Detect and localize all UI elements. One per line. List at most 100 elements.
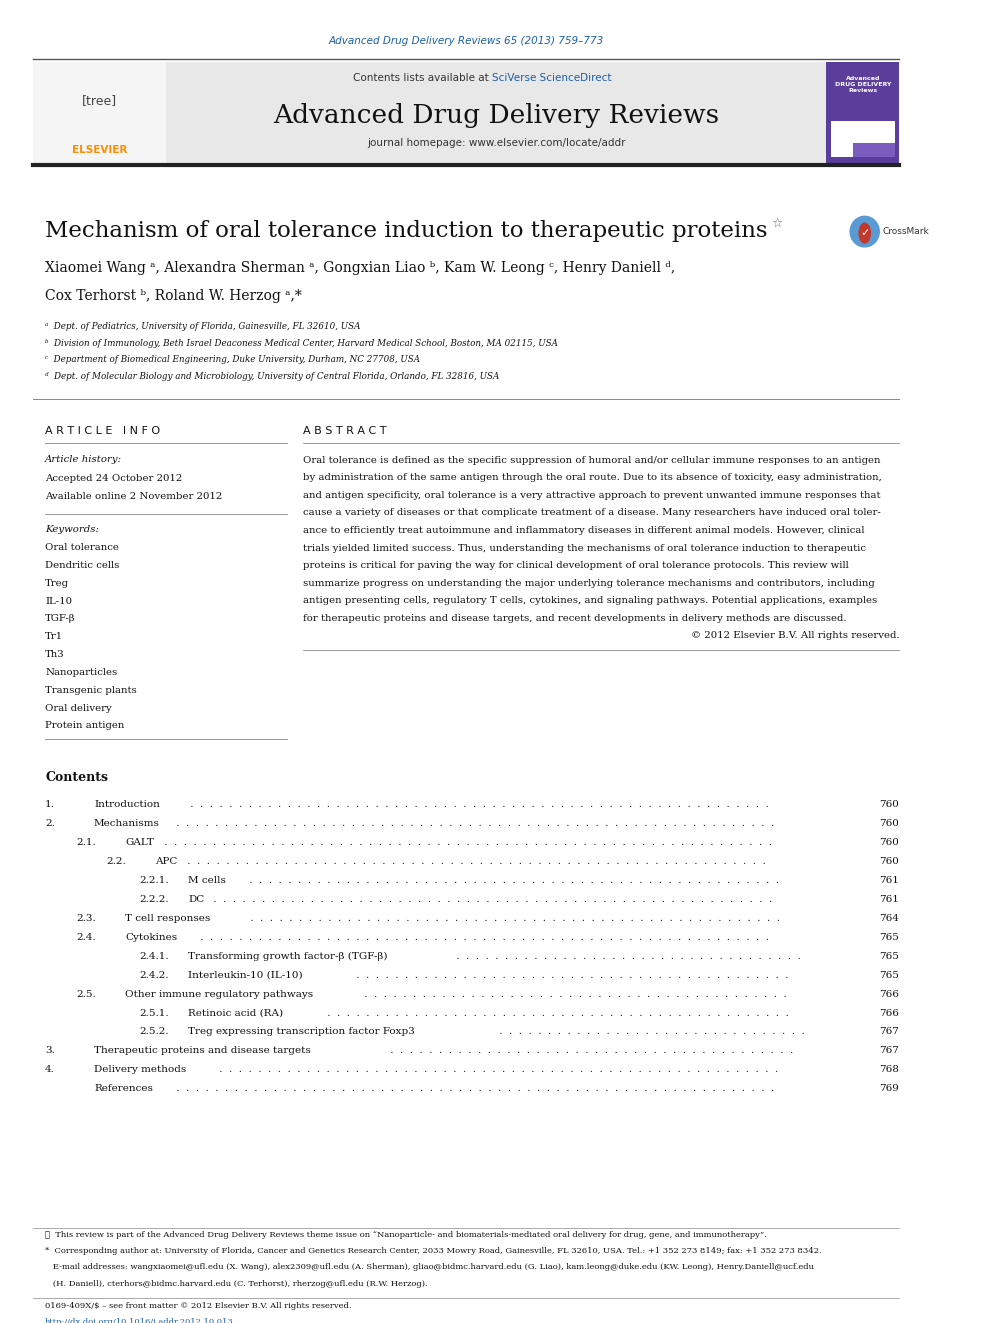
Text: Treg: Treg: [45, 578, 69, 587]
Text: 766: 766: [880, 1008, 900, 1017]
Text: Transforming growth factor-β (TGF-β): Transforming growth factor-β (TGF-β): [187, 951, 388, 960]
Text: 2.4.: 2.4.: [76, 933, 96, 942]
Text: 3.: 3.: [45, 1046, 55, 1056]
Text: Accepted 24 October 2012: Accepted 24 October 2012: [45, 474, 183, 483]
FancyBboxPatch shape: [826, 62, 900, 163]
Text: .  .  .  .  .  .  .  .  .  .  .  .  .  .  .  .  .  .  .  .  .  .  .  .  .  .  . : . . . . . . . . . . . . . . . . . . . . …: [187, 800, 772, 810]
Text: Oral tolerance: Oral tolerance: [45, 544, 119, 552]
Text: Mechanism of oral tolerance induction to therapeutic proteins: Mechanism of oral tolerance induction to…: [45, 220, 768, 242]
Text: .  .  .  .  .  .  .  .  .  .  .  .  .  .  .  .  .  .  .  .  .  .  .  .  .  .  . : . . . . . . . . . . . . . . . . . . . . …: [324, 1008, 792, 1017]
Text: by administration of the same antigen through the oral route. Due to its absence: by administration of the same antigen th…: [303, 474, 882, 483]
Text: trials yielded limited success. Thus, understanding the mechanisms of oral toler: trials yielded limited success. Thus, un…: [303, 544, 866, 553]
Text: .  .  .  .  .  .  .  .  .  .  .  .  .  .  .  .  .  .  .  .  .  .  .  .  .  .  . : . . . . . . . . . . . . . . . . . . . . …: [245, 876, 782, 885]
Text: © 2012 Elsevier B.V. All rights reserved.: © 2012 Elsevier B.V. All rights reserved…: [690, 631, 900, 640]
Text: 764: 764: [880, 914, 900, 923]
Text: Cytokines: Cytokines: [125, 933, 178, 942]
Text: ✓: ✓: [860, 228, 869, 238]
Text: 2.2.: 2.2.: [106, 857, 126, 867]
Text: SciVerse ScienceDirect: SciVerse ScienceDirect: [492, 73, 611, 83]
Text: .  .  .  .  .  .  .  .  .  .  .  .  .  .  .  .  .  .  .  .  .  .  .  .  .  .  . : . . . . . . . . . . . . . . . . . . . . …: [496, 1028, 807, 1036]
Text: Mechanisms: Mechanisms: [94, 819, 160, 828]
Text: 760: 760: [880, 819, 900, 828]
Text: APC: APC: [155, 857, 178, 867]
Text: 760: 760: [880, 800, 900, 810]
Text: Nanoparticles: Nanoparticles: [45, 668, 117, 677]
Text: A B S T R A C T: A B S T R A C T: [303, 426, 386, 435]
Text: 760: 760: [880, 839, 900, 847]
Text: ance to efficiently treat autoimmune and inflammatory diseases in different anim: ance to efficiently treat autoimmune and…: [303, 527, 864, 534]
Text: Advanced Drug Delivery Reviews 65 (2013) 759–773: Advanced Drug Delivery Reviews 65 (2013)…: [328, 37, 604, 46]
Text: ᵇ  Division of Immunology, Beth Israel Deaconess Medical Center, Harvard Medical: ᵇ Division of Immunology, Beth Israel De…: [45, 339, 558, 348]
Text: ᵃ  Dept. of Pediatrics, University of Florida, Gainesville, FL 32610, USA: ᵃ Dept. of Pediatrics, University of Flo…: [45, 323, 361, 331]
Text: Contents: Contents: [45, 771, 108, 783]
Text: 760: 760: [880, 857, 900, 867]
FancyBboxPatch shape: [33, 62, 900, 163]
Text: T cell responses: T cell responses: [125, 914, 210, 923]
Text: *  Corresponding author at: University of Florida, Cancer and Genetics Research : * Corresponding author at: University of…: [45, 1248, 821, 1256]
Text: 2.5.2.: 2.5.2.: [139, 1028, 169, 1036]
Text: Available online 2 November 2012: Available online 2 November 2012: [45, 492, 222, 501]
Text: .  .  .  .  .  .  .  .  .  .  .  .  .  .  .  .  .  .  .  .  .  .  .  .  .  .  . : . . . . . . . . . . . . . . . . . . . . …: [185, 857, 769, 867]
Text: Introduction: Introduction: [94, 800, 160, 810]
Text: http://dx.doi.org/10.1016/j.addr.2012.10.013: http://dx.doi.org/10.1016/j.addr.2012.10…: [45, 1318, 234, 1323]
Text: 2.4.1.: 2.4.1.: [139, 951, 169, 960]
Text: References: References: [94, 1085, 153, 1093]
Text: 765: 765: [880, 951, 900, 960]
Text: Protein antigen: Protein antigen: [45, 721, 124, 730]
Text: Retinoic acid (RA): Retinoic acid (RA): [187, 1008, 283, 1017]
Text: proteins is critical for paving the way for clinical development of oral toleran: proteins is critical for paving the way …: [303, 561, 848, 570]
Text: Treg expressing transcription factor Foxp3: Treg expressing transcription factor Fox…: [187, 1028, 415, 1036]
Text: 767: 767: [880, 1028, 900, 1036]
Text: .  .  .  .  .  .  .  .  .  .  .  .  .  .  .  .  .  .  .  .  .  .  .  .  .  .  . : . . . . . . . . . . . . . . . . . . . . …: [173, 1085, 778, 1093]
Text: 2.: 2.: [45, 819, 55, 828]
Text: Oral delivery: Oral delivery: [45, 704, 112, 713]
Text: (H. Daniell), cterhors@bidmc.harvard.edu (C. Terhorst), rherzog@ufl.edu (R.W. He: (H. Daniell), cterhors@bidmc.harvard.edu…: [45, 1279, 428, 1287]
Text: Other immune regulatory pathways: Other immune regulatory pathways: [125, 990, 313, 999]
Text: 2.1.: 2.1.: [76, 839, 96, 847]
Text: 1.: 1.: [45, 800, 55, 810]
Text: ELSEVIER: ELSEVIER: [72, 144, 127, 155]
Text: .  .  .  .  .  .  .  .  .  .  .  .  .  .  .  .  .  .  .  .  .  .  .  .  .  .  . : . . . . . . . . . . . . . . . . . . . . …: [247, 914, 783, 923]
Text: Cox Terhorst ᵇ, Roland W. Herzog ᵃ,*: Cox Terhorst ᵇ, Roland W. Herzog ᵃ,*: [45, 290, 302, 303]
Circle shape: [850, 217, 879, 247]
Text: 761: 761: [880, 896, 900, 904]
Text: .  .  .  .  .  .  .  .  .  .  .  .  .  .  .  .  .  .  .  .  .  .  .  .  .  .  . : . . . . . . . . . . . . . . . . . . . . …: [209, 896, 776, 904]
Text: ☆  This review is part of the Advanced Drug Delivery Reviews theme issue on “Nan: ☆ This review is part of the Advanced Dr…: [45, 1230, 767, 1238]
Text: 761: 761: [880, 876, 900, 885]
Text: E-mail addresses: wangxiaomei@ufl.edu (X. Wang), alex2309@ufl.edu (A. Sherman), : E-mail addresses: wangxiaomei@ufl.edu (X…: [45, 1263, 814, 1271]
Text: Th3: Th3: [45, 650, 64, 659]
Text: ᵈ  Dept. of Molecular Biology and Microbiology, University of Central Florida, O: ᵈ Dept. of Molecular Biology and Microbi…: [45, 372, 500, 381]
Text: 2.3.: 2.3.: [76, 914, 96, 923]
Text: Delivery methods: Delivery methods: [94, 1065, 186, 1074]
Text: [tree]: [tree]: [82, 94, 117, 107]
Text: A R T I C L E   I N F O: A R T I C L E I N F O: [45, 426, 161, 435]
Text: cause a variety of diseases or that complicate treatment of a disease. Many rese: cause a variety of diseases or that comp…: [303, 508, 880, 517]
Text: 769: 769: [880, 1085, 900, 1093]
Text: and antigen specificity, oral tolerance is a very attractive approach to prevent: and antigen specificity, oral tolerance …: [303, 491, 880, 500]
Text: .  .  .  .  .  .  .  .  .  .  .  .  .  .  .  .  .  .  .  .  .  .  .  .  .  .  . : . . . . . . . . . . . . . . . . . . . . …: [161, 839, 776, 847]
Text: Advanced
DRUG DELIVERY
Reviews: Advanced DRUG DELIVERY Reviews: [834, 75, 891, 93]
Text: Article history:: Article history:: [45, 455, 122, 464]
Text: antigen presenting cells, regulatory T cells, cytokines, and signaling pathways.: antigen presenting cells, regulatory T c…: [303, 597, 877, 605]
Text: summarize progress on understanding the major underlying tolerance mechanisms an: summarize progress on understanding the …: [303, 578, 874, 587]
Text: 2.2.1.: 2.2.1.: [139, 876, 169, 885]
Text: CrossMark: CrossMark: [883, 226, 930, 235]
FancyBboxPatch shape: [831, 122, 895, 156]
Text: Contents lists available at: Contents lists available at: [352, 73, 492, 83]
Text: 2.5.: 2.5.: [76, 990, 96, 999]
Text: 767: 767: [880, 1046, 900, 1056]
Text: 768: 768: [880, 1065, 900, 1074]
Text: ☆: ☆: [771, 217, 782, 230]
FancyBboxPatch shape: [853, 143, 895, 156]
Text: 4.: 4.: [45, 1065, 55, 1074]
Text: for therapeutic proteins and disease targets, and recent developments in deliver: for therapeutic proteins and disease tar…: [303, 614, 846, 623]
Text: 2.5.1.: 2.5.1.: [139, 1008, 169, 1017]
Text: 0169-409X/$ – see front matter © 2012 Elsevier B.V. All rights reserved.: 0169-409X/$ – see front matter © 2012 El…: [45, 1302, 351, 1310]
Text: .  .  .  .  .  .  .  .  .  .  .  .  .  .  .  .  .  .  .  .  .  .  .  .  .  .  . : . . . . . . . . . . . . . . . . . . . . …: [352, 971, 792, 980]
Text: .  .  .  .  .  .  .  .  .  .  .  .  .  .  .  .  .  .  .  .  .  .  .  .  .  .  . : . . . . . . . . . . . . . . . . . . . . …: [216, 1065, 782, 1074]
Text: ᶜ  Department of Biomedical Engineering, Duke University, Durham, NC 27708, USA: ᶜ Department of Biomedical Engineering, …: [45, 356, 421, 364]
Text: .  .  .  .  .  .  .  .  .  .  .  .  .  .  .  .  .  .  .  .  .  .  .  .  .  .  . : . . . . . . . . . . . . . . . . . . . . …: [387, 1046, 797, 1056]
Text: Interleukin-10 (IL-10): Interleukin-10 (IL-10): [187, 971, 303, 980]
Text: Tr1: Tr1: [45, 632, 63, 642]
Text: .  .  .  .  .  .  .  .  .  .  .  .  .  .  .  .  .  .  .  .  .  .  .  .  .  .  . : . . . . . . . . . . . . . . . . . . . . …: [452, 951, 804, 960]
